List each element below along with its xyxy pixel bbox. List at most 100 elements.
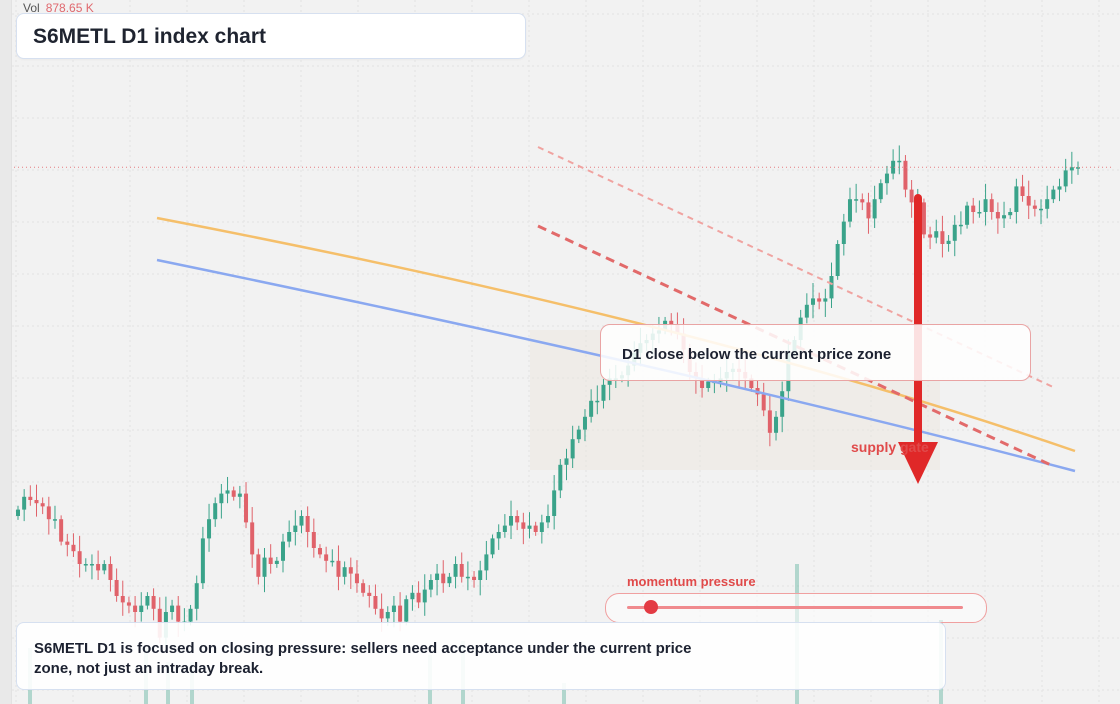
- candle-body: [391, 605, 396, 612]
- bearish-arrow-head: [898, 442, 938, 484]
- candle-body: [1020, 186, 1025, 196]
- chart-title-card: S6METL D1 index chart: [16, 13, 526, 59]
- candle-body: [946, 240, 951, 244]
- candle-body: [669, 320, 674, 324]
- candle-body: [299, 516, 304, 526]
- candle-body: [983, 199, 988, 212]
- candle-body: [1076, 167, 1080, 169]
- candle-body: [934, 231, 939, 238]
- candle-body: [231, 490, 236, 497]
- price-zone-callout: D1 close below the current price zone: [600, 324, 1031, 381]
- candle-body: [139, 605, 144, 612]
- candle-body: [607, 378, 612, 385]
- candle-body: [835, 244, 840, 276]
- candle-body: [706, 381, 711, 388]
- candle-body: [515, 516, 520, 523]
- candle-body: [293, 525, 298, 532]
- candle-body: [1063, 170, 1068, 187]
- candle-body: [909, 189, 914, 203]
- candle-body: [817, 298, 822, 302]
- candle-body: [120, 596, 125, 603]
- candle-body: [59, 519, 64, 542]
- candle-body: [83, 564, 88, 566]
- candle-body: [989, 199, 994, 212]
- candle-body: [373, 596, 378, 609]
- candle-body: [700, 378, 705, 388]
- candle-body: [170, 605, 175, 612]
- candle-body: [435, 573, 440, 580]
- candle-body: [354, 573, 359, 584]
- candle-body: [385, 612, 390, 619]
- volume-value: 878.65 K: [45, 1, 94, 15]
- momentum-track: [627, 606, 963, 609]
- candle-body: [891, 160, 896, 174]
- candle-body: [780, 391, 785, 417]
- candle-body: [1051, 189, 1056, 200]
- candle-body: [361, 583, 366, 593]
- candle-body: [965, 205, 970, 225]
- momentum-slider[interactable]: [605, 593, 987, 623]
- candle-body: [576, 429, 581, 440]
- candle-body: [595, 400, 600, 403]
- volume-label: Vol: [23, 1, 40, 15]
- candle-body: [509, 516, 514, 526]
- summary-card: S6METL D1 is focused on closing pressure…: [16, 622, 946, 690]
- candle-body: [558, 464, 563, 491]
- candle-body: [114, 580, 119, 596]
- candle-body: [324, 554, 329, 561]
- candle-body: [28, 496, 33, 500]
- candle-body: [287, 532, 292, 542]
- lower-trendline: [537, 224, 1054, 468]
- candle-body: [447, 576, 452, 584]
- candle-body: [749, 378, 754, 388]
- candle-body: [767, 410, 772, 433]
- candle-body: [521, 522, 526, 529]
- momentum-knob[interactable]: [644, 600, 658, 614]
- candle-body: [416, 592, 421, 603]
- candle-body: [52, 519, 57, 521]
- candle-body: [77, 551, 82, 564]
- candle-body: [940, 231, 945, 244]
- candle-body: [502, 525, 507, 532]
- candle-body: [145, 596, 150, 606]
- candle-body: [570, 439, 575, 459]
- candle-body: [811, 298, 815, 305]
- candle-body: [472, 576, 477, 580]
- candle-body: [774, 416, 779, 433]
- candle-body: [1039, 208, 1044, 211]
- candle-body: [200, 538, 205, 584]
- candle-body: [453, 564, 458, 577]
- candle-body: [958, 224, 963, 227]
- candle-body: [244, 493, 249, 523]
- candle-body: [465, 576, 470, 579]
- candle-body: [847, 199, 852, 222]
- candle-body: [256, 554, 261, 577]
- candle-body: [1014, 186, 1019, 212]
- candle-body: [952, 224, 957, 241]
- candle-body: [237, 493, 242, 497]
- candle-body: [311, 532, 316, 548]
- candle-body: [1069, 167, 1074, 171]
- candle-body: [133, 605, 138, 612]
- candle-body: [367, 592, 372, 596]
- candle-body: [589, 400, 594, 417]
- candle-body: [564, 458, 569, 465]
- candle-body: [884, 173, 889, 184]
- candle-body: [527, 525, 532, 529]
- candle-body: [89, 564, 94, 566]
- candle-body: [219, 493, 224, 504]
- candle-body: [601, 384, 606, 401]
- candle-body: [102, 564, 107, 571]
- volume-readout: Vol 878.65 K: [23, 1, 94, 15]
- candle-body: [928, 234, 933, 238]
- candle-body: [422, 589, 427, 603]
- candle-body: [268, 557, 273, 564]
- candle-body: [317, 548, 322, 555]
- candle-body: [484, 554, 489, 571]
- candle-body: [34, 500, 39, 504]
- candle-body: [22, 496, 27, 510]
- chart-title: S6METL D1 index chart: [33, 25, 267, 48]
- candle-body: [878, 183, 883, 200]
- candle-body: [995, 212, 1000, 219]
- candle-body: [342, 567, 347, 577]
